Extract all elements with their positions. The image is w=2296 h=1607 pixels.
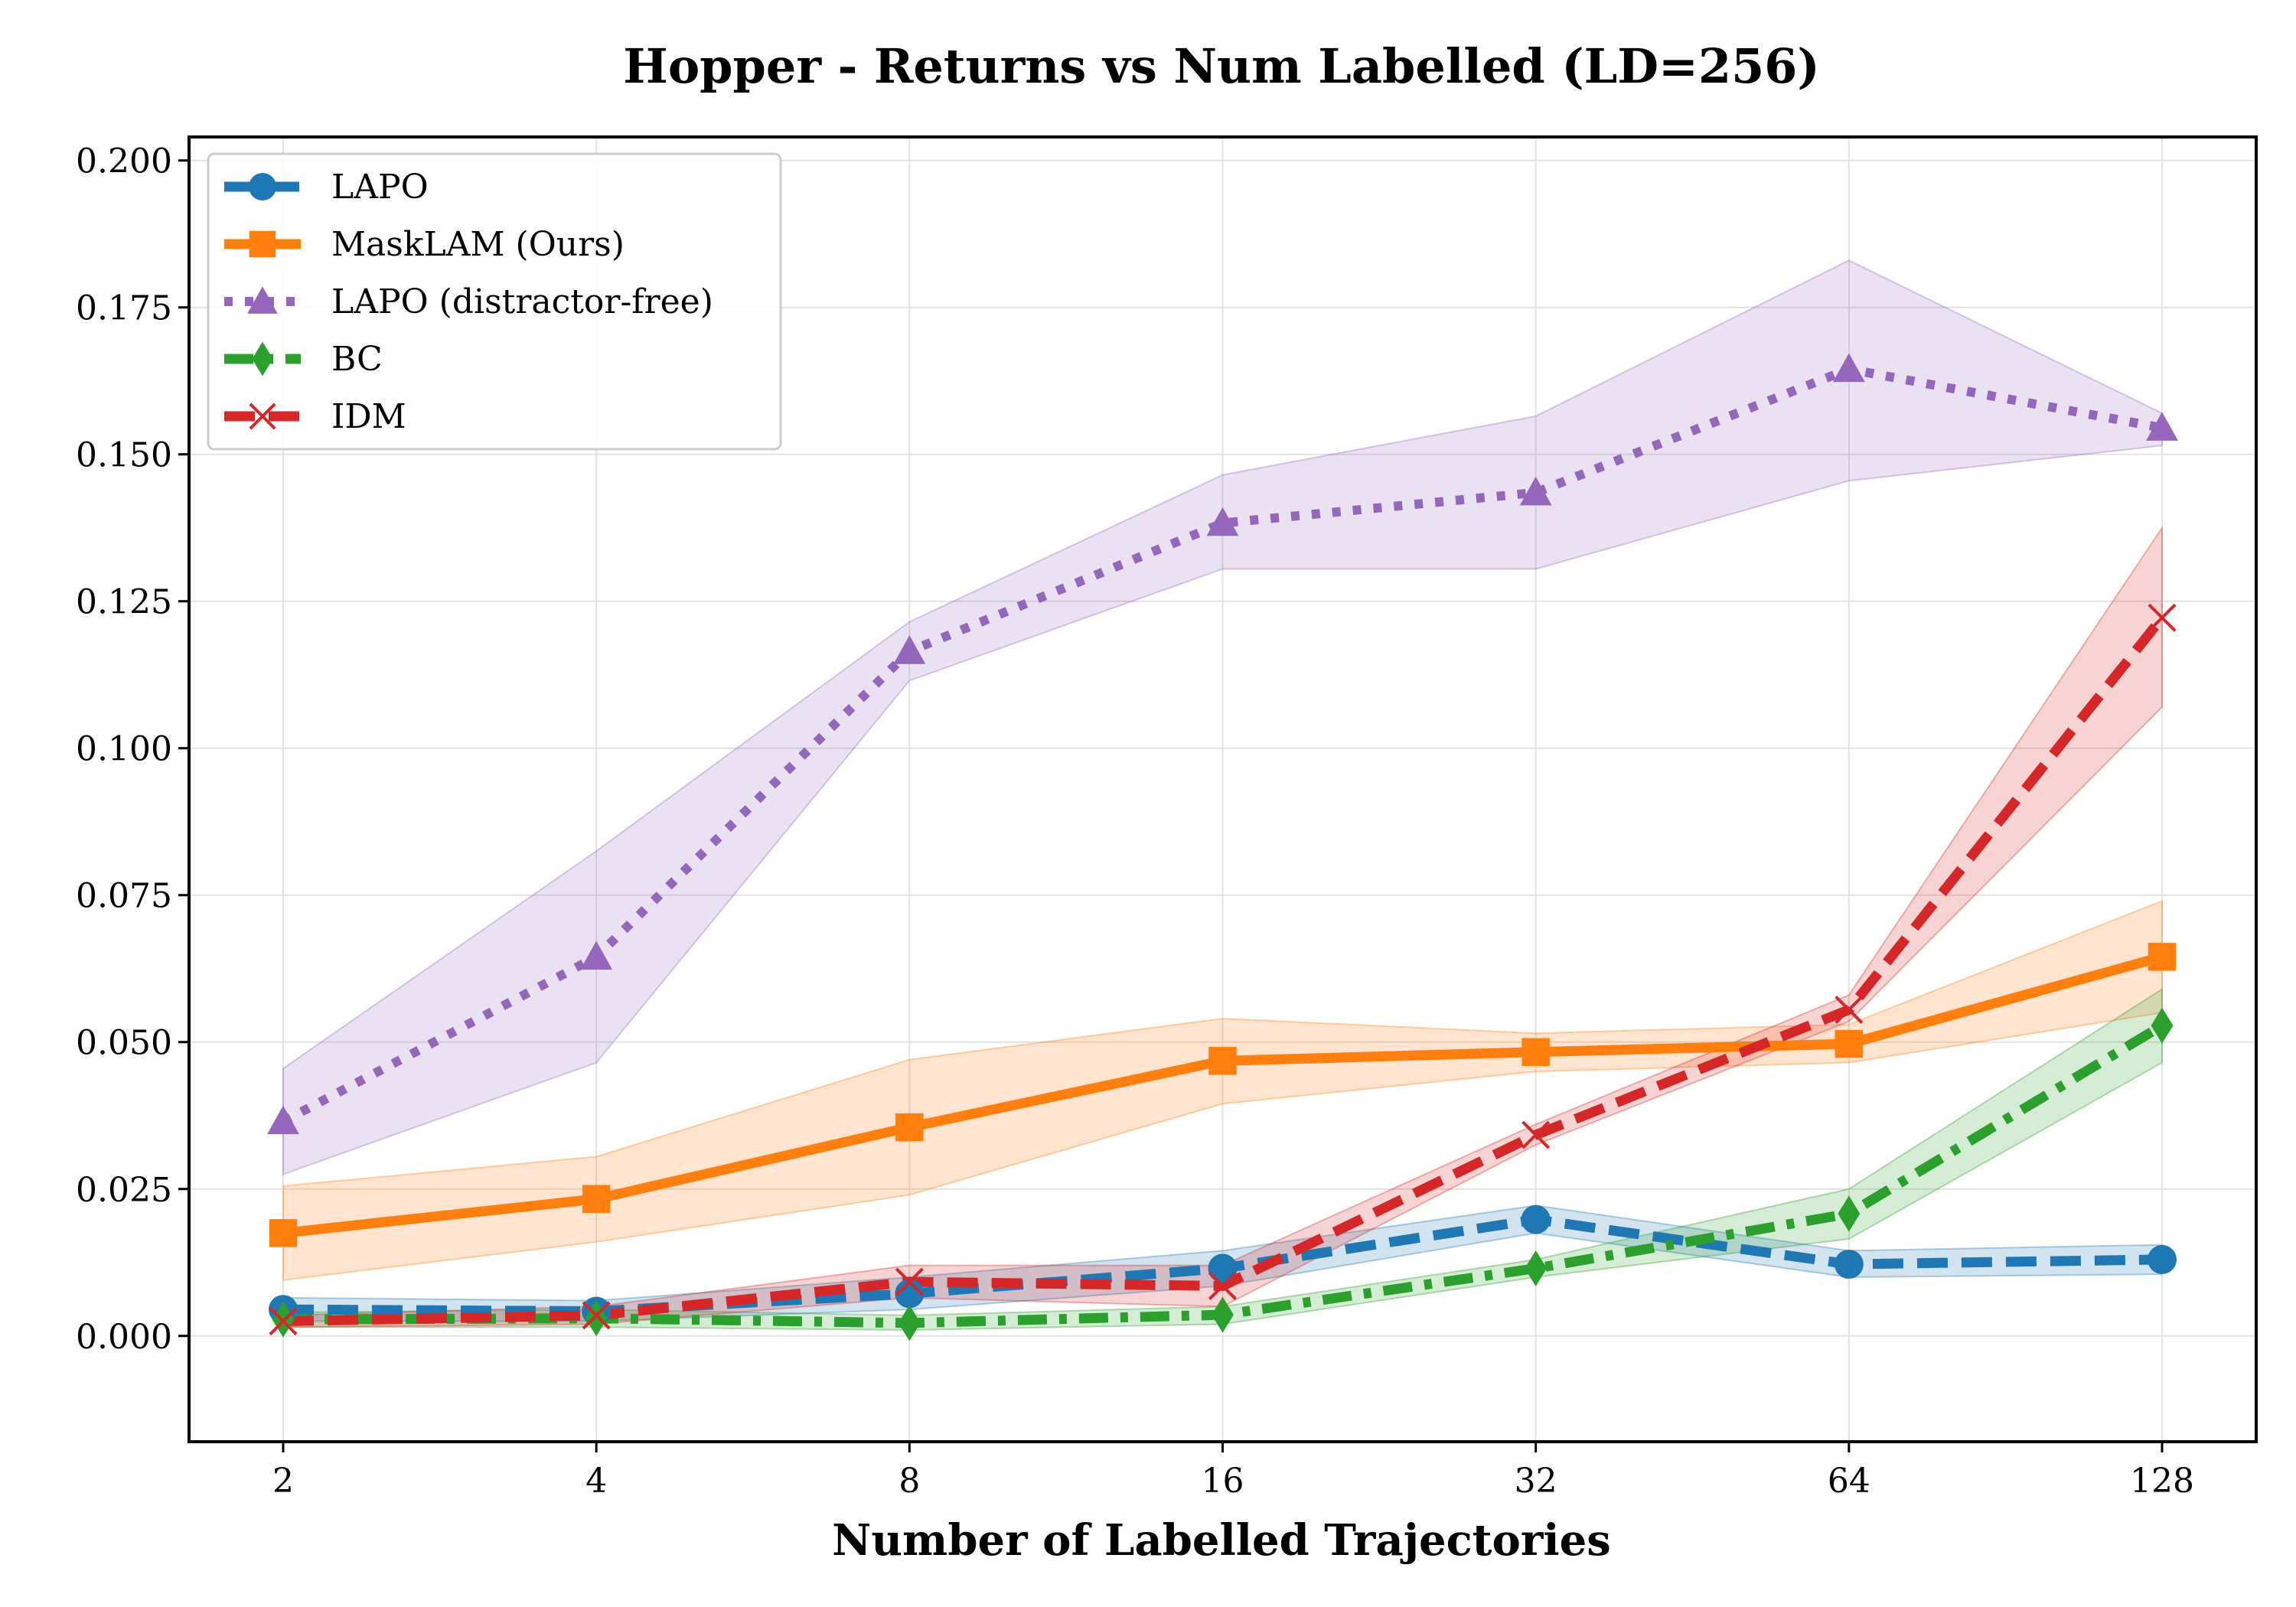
y-tick-label: 0.050 — [76, 1024, 172, 1063]
lapo-point — [1834, 1250, 1864, 1279]
lapo-point — [2148, 1244, 2177, 1274]
y-tick-label: 0.025 — [76, 1171, 172, 1210]
idm-point — [582, 1301, 611, 1330]
masklam-ours-point — [582, 1185, 611, 1214]
lapo-distractor-free-band — [282, 259, 2163, 1175]
x-tick-label: 32 — [1515, 1462, 1557, 1501]
series-markers — [267, 353, 2178, 1341]
masklam-ours-point — [1521, 1038, 1550, 1067]
x-tick-label: 64 — [1828, 1462, 1870, 1501]
lapo-distractor-free-point — [267, 1105, 299, 1135]
x-tick-label: 2 — [272, 1462, 294, 1501]
bc-point — [1838, 1195, 1861, 1232]
y-tick-label: 0.200 — [76, 142, 172, 181]
masklam-ours-point — [895, 1113, 924, 1142]
chart-title: Hopper - Returns vs Num Labelled (LD=256… — [623, 38, 1819, 94]
legend-marker-bc — [252, 341, 273, 376]
idm-point — [1521, 1120, 1551, 1149]
lapo-point — [1208, 1253, 1238, 1283]
legend-label-idm: IDM — [331, 397, 406, 436]
idm-point — [1208, 1271, 1238, 1300]
bc-point — [1525, 1250, 1548, 1286]
x-axis-label: Number of Labelled Trajectories — [832, 1515, 1611, 1566]
legend-marker-lapo-distractor-free — [247, 286, 278, 314]
lapo-distractor-free-point — [1832, 353, 1865, 383]
legend-marker-masklam-ours — [249, 230, 276, 258]
legend: LAPO MaskLAM (Ours) LAPO (distractor-free)… — [207, 152, 782, 451]
legend-label-lapo: LAPO — [331, 168, 429, 207]
idm-point — [1835, 995, 1864, 1025]
lapo-distractor-free-point — [580, 940, 613, 970]
idm-point — [269, 1307, 298, 1336]
x-tick-label: 4 — [585, 1462, 607, 1501]
y-tick-label: 0.075 — [76, 877, 172, 916]
x-tick-label: 128 — [2130, 1462, 2194, 1501]
y-tick-label: 0.150 — [76, 436, 172, 475]
legend-label-bc: BC — [331, 340, 383, 379]
lapo-distractor-free-point — [2146, 412, 2178, 441]
y-tick-label: 0.125 — [76, 583, 172, 622]
grid — [189, 137, 2256, 1442]
legend-marker-idm — [249, 403, 276, 430]
bc-point — [2151, 1007, 2174, 1044]
legend-marker-lapo — [249, 173, 276, 200]
bc-point — [898, 1305, 921, 1341]
y-axis: 0.000 0.025 0.050 0.075 0.100 0.125 0.150 0.175… — [76, 142, 189, 1357]
bc-point — [1212, 1296, 1234, 1333]
masklam-ours-point — [1835, 1029, 1864, 1058]
x-tick-label: 8 — [899, 1462, 920, 1501]
lapo-point — [1521, 1204, 1551, 1234]
legend-label-masklam-ours: MaskLAM (Ours) — [331, 225, 625, 264]
legend-box — [207, 152, 782, 451]
lapo-distractor-free-point — [1206, 507, 1239, 536]
masklam-ours-point — [269, 1219, 298, 1247]
y-tick-label: 0.000 — [76, 1318, 172, 1357]
masklam-ours-point — [2148, 943, 2177, 971]
legend-label-lapo-distractor-free: LAPO (distractor-free) — [331, 282, 713, 321]
x-tick-label: 16 — [1202, 1462, 1244, 1501]
idm-band — [282, 525, 2163, 1328]
idm-point — [2148, 603, 2177, 632]
lapo-distractor-free-point — [893, 635, 926, 664]
lapo-point — [895, 1279, 925, 1309]
lapo-distractor-free-point — [1519, 476, 1552, 506]
idm-point — [895, 1267, 924, 1296]
masklam-ours-point — [1208, 1047, 1237, 1075]
x-axis: 2 4 8 16 32 64 128 — [272, 1442, 2194, 1501]
y-tick-label: 0.100 — [76, 730, 172, 769]
y-tick-label: 0.175 — [76, 289, 172, 328]
